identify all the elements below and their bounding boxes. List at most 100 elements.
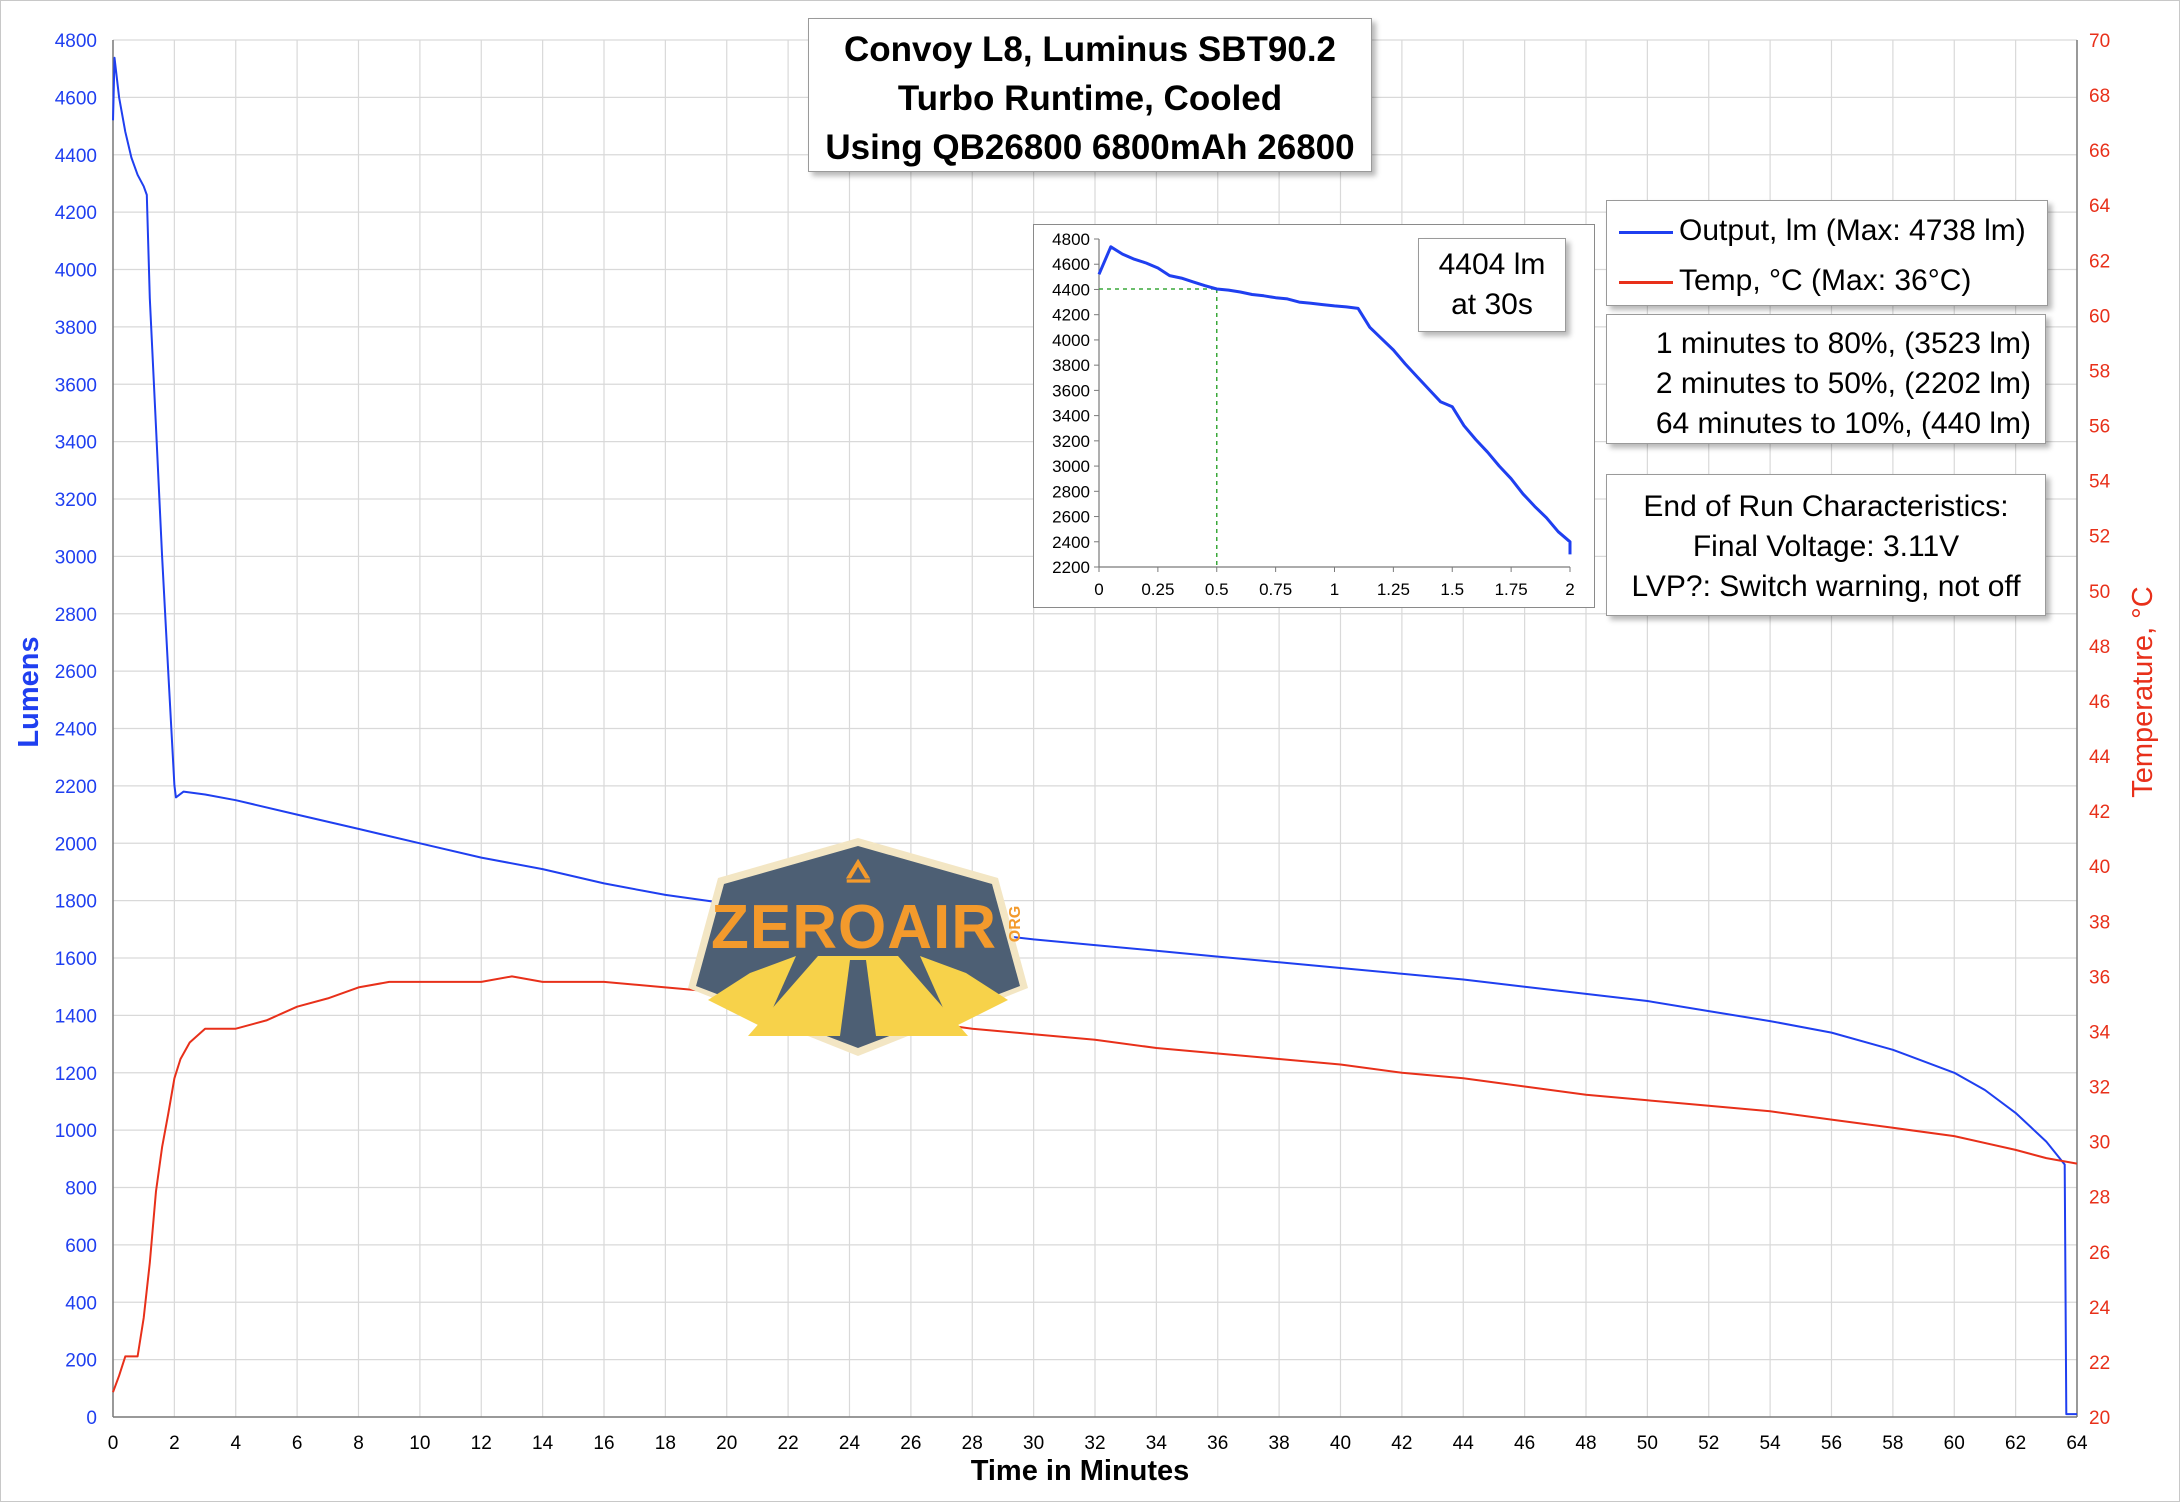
- y-tick-label-4200: 4200: [55, 203, 97, 224]
- y-tick-label-800: 800: [65, 1179, 97, 1200]
- inset-y-tick-label-3000: 3000: [1052, 457, 1090, 476]
- inset-y-tick-label-2200: 2200: [1052, 558, 1090, 577]
- legend-swatch-temp: [1619, 280, 1673, 284]
- y2-tick-label-28: 28: [2089, 1188, 2110, 1209]
- logo-runway-right-light: [920, 956, 1008, 1028]
- inset-series: [1097, 245, 1572, 555]
- stat-line-80: 1 minutes to 80%, (3523 lm): [1655, 327, 2031, 360]
- y-tick-label-2600: 2600: [55, 662, 97, 683]
- y2-axis-label: Temperature, °C: [2127, 586, 2159, 797]
- y2-tick-label-30: 30: [2089, 1133, 2110, 1154]
- annotation-time: at 30s: [1451, 288, 1533, 321]
- x-tick-label-6: 6: [292, 1433, 303, 1454]
- main-axes: [112, 40, 2078, 1418]
- y-tick-label-2200: 2200: [55, 777, 97, 798]
- y-tick-label-3200: 3200: [55, 490, 97, 511]
- inset-x-tick-label-2: 2: [1565, 580, 1574, 599]
- y2-tick-label-26: 26: [2089, 1243, 2110, 1264]
- annotation-lumens: 4404 lm: [1438, 248, 1546, 281]
- inset-axes: [1094, 238, 1571, 572]
- x-tick-label-62: 62: [2005, 1433, 2026, 1454]
- x-axis-ticks: 0 2 4 6 8 10 12 14 16 18 20 22 24 26 28 30 32 34 36 38 40 42 4…: [108, 1433, 2088, 1454]
- legend-swatch-output: [1619, 230, 1673, 234]
- y2-tick-label-20: 20: [2089, 1408, 2110, 1429]
- inset-x-tick-label-1.25: 1.25: [1377, 580, 1410, 599]
- inset-annotation-box: 4404 lm at 30s: [1418, 238, 1566, 332]
- y-tick-label-4000: 4000: [55, 261, 97, 282]
- zeroair-logo: ⩟ ZEROAIR ORG: [688, 838, 1028, 1056]
- y-axis-ticks: 0 200 400 600 800 1000 1200 1400 1600 1800 2000 220…: [55, 31, 97, 1429]
- y2-tick-label-62: 62: [2089, 251, 2110, 272]
- y2-tick-label-46: 46: [2089, 692, 2110, 713]
- x-tick-label-10: 10: [409, 1433, 430, 1454]
- legend-label-temp: Temp, °C (Max: 36°C): [1679, 264, 1972, 297]
- y2-tick-label-48: 48: [2089, 637, 2110, 658]
- x-tick-label-36: 36: [1207, 1433, 1228, 1454]
- x-tick-label-42: 42: [1391, 1433, 1412, 1454]
- inset-chart-frame: 0 0.25 0.5 0.75 1 1.25 1.5 1.75 2 2200 2400 2600 28…: [1033, 224, 1595, 608]
- y2-tick-label-24: 24: [2089, 1298, 2111, 1319]
- x-tick-label-44: 44: [1453, 1433, 1475, 1454]
- x-tick-label-50: 50: [1637, 1433, 1658, 1454]
- x-tick-label-40: 40: [1330, 1433, 1351, 1454]
- y2-tick-label-44: 44: [2089, 747, 2111, 768]
- inset-y-tick-label-4200: 4200: [1052, 306, 1090, 325]
- y-tick-label-4400: 4400: [55, 146, 97, 167]
- inset-x-tick-label-1: 1: [1330, 580, 1339, 599]
- y-tick-label-600: 600: [65, 1236, 97, 1257]
- y2-tick-label-40: 40: [2089, 857, 2110, 878]
- x-tick-label-8: 8: [353, 1433, 364, 1454]
- x-tick-label-58: 58: [1882, 1433, 1903, 1454]
- inset-x-tick-label-0: 0: [1094, 580, 1103, 599]
- y-tick-label-0: 0: [86, 1408, 97, 1429]
- y-tick-label-3000: 3000: [55, 547, 97, 568]
- legend-entry-temp: Temp, °C (Max: 36°C): [1619, 261, 1971, 301]
- x-tick-label-46: 46: [1514, 1433, 1535, 1454]
- y2-tick-label-64: 64: [2089, 196, 2111, 217]
- x-tick-label-54: 54: [1760, 1433, 1782, 1454]
- y2-tick-label-32: 32: [2089, 1078, 2110, 1099]
- stat-line-50: 2 minutes to 50%, (2202 lm): [1655, 367, 2031, 400]
- inset-chart: 0 0.25 0.5 0.75 1 1.25 1.5 1.75 2 2200 2400 2600 28…: [1052, 230, 1575, 599]
- inset-y-tick-label-3600: 3600: [1052, 381, 1090, 400]
- series-line-temp: [112, 975, 2078, 1393]
- lvp-note: LVP?: Switch warning, not off: [1631, 570, 2021, 603]
- y2-tick-label-58: 58: [2089, 361, 2110, 382]
- x-tick-label-48: 48: [1575, 1433, 1596, 1454]
- chart-title-line-1: Convoy L8, Luminus SBT90.2: [843, 30, 1337, 69]
- y2-tick-label-60: 60: [2089, 306, 2110, 327]
- y2-tick-label-38: 38: [2089, 912, 2110, 933]
- x-tick-label-30: 30: [1023, 1433, 1044, 1454]
- y2-axis-ticks: 20 22 24 26 28 30 32 34 36 38 40 42 44 46 48 50 52 54 56 58…: [2089, 31, 2111, 1429]
- y2-tick-label-68: 68: [2089, 86, 2110, 107]
- y-axis-label: Lumens: [13, 636, 45, 747]
- runtime-stats-box: 1 minutes to 80%, (3523 lm) 2 minutes to…: [1606, 314, 2046, 444]
- x-tick-label-12: 12: [471, 1433, 492, 1454]
- x-tick-label-16: 16: [593, 1433, 614, 1454]
- y-tick-label-3600: 3600: [55, 375, 97, 396]
- x-tick-label-24: 24: [839, 1433, 861, 1454]
- y-tick-label-2400: 2400: [55, 720, 97, 741]
- end-of-run-box: End of Run Characteristics: Final Voltag…: [1606, 474, 2046, 616]
- y-tick-label-1800: 1800: [55, 892, 97, 913]
- logo-wordmark: ZEROAIR: [711, 893, 997, 962]
- y2-tick-label-34: 34: [2089, 1022, 2111, 1043]
- y-tick-label-4600: 4600: [55, 88, 97, 109]
- inset-x-tick-label-0.5: 0.5: [1205, 580, 1229, 599]
- x-tick-label-14: 14: [532, 1433, 554, 1454]
- x-tick-label-34: 34: [1146, 1433, 1168, 1454]
- x-tick-label-22: 22: [778, 1433, 799, 1454]
- inset-y-tick-label-4400: 4400: [1052, 280, 1090, 299]
- inset-y-tick-label-2600: 2600: [1052, 508, 1090, 527]
- chart-title-line-3: Using QB26800 6800mAh 26800: [825, 128, 1355, 167]
- x-tick-label-4: 4: [230, 1433, 241, 1454]
- chart-title-line-2: Turbo Runtime, Cooled: [897, 79, 1283, 118]
- x-tick-label-32: 32: [1084, 1433, 1105, 1454]
- logo-symbol: ⩟: [846, 846, 871, 892]
- inset-series-line-output: [1097, 245, 1572, 555]
- inset-x-tick-label-0.75: 0.75: [1259, 580, 1292, 599]
- legend: Output, lm (Max: 4738 lm) Temp, °C (Max:…: [1606, 200, 2048, 306]
- x-tick-label-18: 18: [655, 1433, 676, 1454]
- y2-tick-label-52: 52: [2089, 527, 2110, 548]
- inset-y-tick-label-3200: 3200: [1052, 432, 1090, 451]
